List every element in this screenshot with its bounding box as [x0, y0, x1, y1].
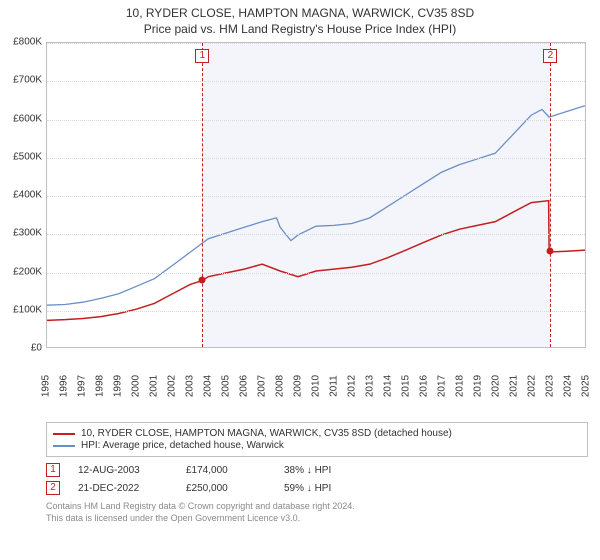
- y-axis: £0£100K£200K£300K£400K£500K£600K£700K£80…: [0, 42, 46, 348]
- x-tick-label: 2019: [473, 375, 484, 397]
- transaction-row: 1 12-AUG-2003 £174,000 38% ↓ HPI: [46, 463, 588, 477]
- y-tick-label: £300K: [13, 228, 42, 239]
- legend-swatch-property: [53, 433, 75, 435]
- x-tick-label: 2002: [167, 375, 178, 397]
- x-tick-label: 2014: [383, 375, 394, 397]
- legend: 10, RYDER CLOSE, HAMPTON MAGNA, WARWICK,…: [46, 422, 588, 457]
- y-tick-label: £0: [31, 343, 42, 354]
- transaction-delta: 38% ↓ HPI: [284, 465, 374, 476]
- x-tick-label: 2015: [401, 375, 412, 397]
- marker-box: 1: [195, 49, 209, 63]
- x-tick-label: 1999: [113, 375, 124, 397]
- chart-subtitle: Price paid vs. HM Land Registry's House …: [0, 22, 600, 36]
- x-tick-label: 2016: [419, 375, 430, 397]
- x-tick-label: 1997: [77, 375, 88, 397]
- marker-vline: [202, 43, 203, 347]
- transaction-date: 21-DEC-2022: [78, 483, 168, 494]
- gridline: [47, 234, 585, 235]
- y-tick-label: £500K: [13, 151, 42, 162]
- plot: £0£100K£200K£300K£400K£500K£600K£700K£80…: [0, 42, 600, 382]
- gridline: [47, 273, 585, 274]
- plot-area: 12: [46, 42, 586, 348]
- x-tick-label: 2006: [239, 375, 250, 397]
- chart-title: 10, RYDER CLOSE, HAMPTON MAGNA, WARWICK,…: [0, 6, 600, 20]
- y-tick-label: £100K: [13, 304, 42, 315]
- footer-line-1: Contains HM Land Registry data © Crown c…: [46, 501, 588, 513]
- y-tick-label: £800K: [13, 37, 42, 48]
- x-tick-label: 2003: [185, 375, 196, 397]
- x-tick-label: 2025: [581, 375, 592, 397]
- marker-dot: [547, 248, 554, 255]
- x-tick-label: 2000: [131, 375, 142, 397]
- gridline: [47, 43, 585, 44]
- legend-row-hpi: HPI: Average price, detached house, Warw…: [53, 440, 581, 451]
- series-property: [47, 201, 585, 321]
- series-hpi: [47, 106, 585, 305]
- chart-container: 10, RYDER CLOSE, HAMPTON MAGNA, WARWICK,…: [0, 0, 600, 524]
- x-tick-label: 1998: [95, 375, 106, 397]
- gridline: [47, 120, 585, 121]
- transaction-marker-2: 2: [46, 481, 60, 495]
- x-tick-label: 2020: [491, 375, 502, 397]
- x-axis: 1995199619971998199920002001200220032004…: [46, 382, 586, 416]
- y-tick-label: £600K: [13, 113, 42, 124]
- y-tick-label: £400K: [13, 190, 42, 201]
- x-tick-label: 2022: [527, 375, 538, 397]
- marker-dot: [199, 277, 206, 284]
- x-tick-label: 2004: [203, 375, 214, 397]
- x-tick-label: 2018: [455, 375, 466, 397]
- transaction-date: 12-AUG-2003: [78, 465, 168, 476]
- x-tick-label: 2012: [347, 375, 358, 397]
- transaction-row: 2 21-DEC-2022 £250,000 59% ↓ HPI: [46, 481, 588, 495]
- y-tick-label: £700K: [13, 75, 42, 86]
- x-tick-label: 2021: [509, 375, 520, 397]
- gridline: [47, 158, 585, 159]
- footer-line-2: This data is licensed under the Open Gov…: [46, 513, 588, 525]
- legend-swatch-hpi: [53, 445, 75, 447]
- x-tick-label: 2008: [275, 375, 286, 397]
- transactions-table: 1 12-AUG-2003 £174,000 38% ↓ HPI 2 21-DE…: [46, 463, 588, 495]
- gridline: [47, 311, 585, 312]
- x-tick-label: 2013: [365, 375, 376, 397]
- transaction-delta: 59% ↓ HPI: [284, 483, 374, 494]
- y-tick-label: £200K: [13, 266, 42, 277]
- x-tick-label: 1996: [59, 375, 70, 397]
- x-tick-label: 2005: [221, 375, 232, 397]
- gridline: [47, 196, 585, 197]
- marker-box: 2: [543, 49, 557, 63]
- x-tick-label: 2017: [437, 375, 448, 397]
- gridline: [47, 81, 585, 82]
- line-svg: [47, 43, 585, 347]
- x-tick-label: 2001: [149, 375, 160, 397]
- legend-row-property: 10, RYDER CLOSE, HAMPTON MAGNA, WARWICK,…: [53, 428, 581, 439]
- titles: 10, RYDER CLOSE, HAMPTON MAGNA, WARWICK,…: [0, 0, 600, 36]
- x-tick-label: 2023: [545, 375, 556, 397]
- legend-label-hpi: HPI: Average price, detached house, Warw…: [81, 440, 284, 451]
- x-tick-label: 2010: [311, 375, 322, 397]
- transaction-price: £250,000: [186, 483, 266, 494]
- transaction-marker-1: 1: [46, 463, 60, 477]
- x-tick-label: 2009: [293, 375, 304, 397]
- footer: Contains HM Land Registry data © Crown c…: [46, 501, 588, 524]
- x-tick-label: 1995: [41, 375, 52, 397]
- legend-label-property: 10, RYDER CLOSE, HAMPTON MAGNA, WARWICK,…: [81, 428, 452, 439]
- x-tick-label: 2024: [563, 375, 574, 397]
- transaction-price: £174,000: [186, 465, 266, 476]
- x-tick-label: 2011: [329, 375, 340, 397]
- marker-vline: [550, 43, 551, 347]
- x-tick-label: 2007: [257, 375, 268, 397]
